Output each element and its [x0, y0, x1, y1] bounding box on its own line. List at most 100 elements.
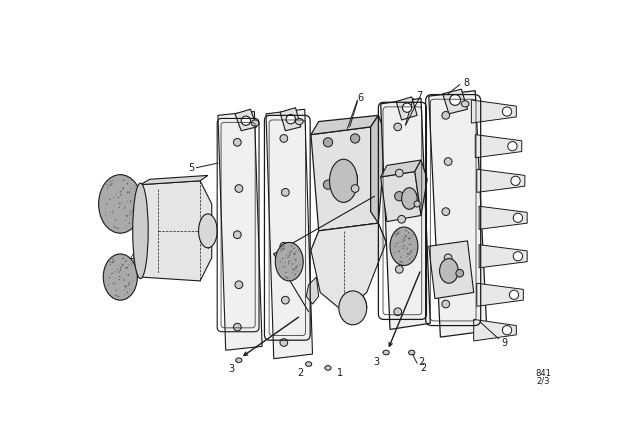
- Polygon shape: [477, 283, 524, 306]
- Ellipse shape: [119, 279, 120, 280]
- Ellipse shape: [292, 264, 293, 265]
- Ellipse shape: [198, 214, 217, 248]
- Ellipse shape: [408, 244, 409, 245]
- Text: 2: 2: [298, 368, 304, 378]
- Ellipse shape: [403, 103, 412, 112]
- Polygon shape: [476, 134, 522, 158]
- Ellipse shape: [114, 283, 115, 284]
- Ellipse shape: [351, 134, 360, 143]
- Ellipse shape: [280, 249, 282, 250]
- Ellipse shape: [124, 285, 125, 287]
- Ellipse shape: [323, 180, 333, 189]
- Ellipse shape: [114, 282, 115, 283]
- Ellipse shape: [351, 185, 359, 192]
- Ellipse shape: [282, 249, 284, 250]
- Ellipse shape: [330, 159, 358, 202]
- Ellipse shape: [297, 271, 298, 272]
- Polygon shape: [371, 116, 386, 223]
- Ellipse shape: [410, 236, 411, 237]
- Ellipse shape: [291, 246, 292, 247]
- Ellipse shape: [128, 265, 129, 266]
- Ellipse shape: [112, 211, 113, 212]
- Ellipse shape: [406, 247, 408, 249]
- Ellipse shape: [513, 213, 522, 222]
- Ellipse shape: [287, 277, 289, 279]
- Ellipse shape: [508, 142, 517, 151]
- Ellipse shape: [403, 248, 404, 249]
- Text: 3: 3: [374, 357, 380, 367]
- Ellipse shape: [410, 251, 411, 252]
- Ellipse shape: [129, 191, 130, 193]
- Ellipse shape: [502, 107, 511, 116]
- Ellipse shape: [293, 253, 295, 255]
- Text: 7: 7: [417, 91, 422, 101]
- Ellipse shape: [125, 215, 127, 216]
- Ellipse shape: [126, 226, 127, 227]
- Ellipse shape: [280, 134, 288, 142]
- Ellipse shape: [292, 263, 293, 264]
- Ellipse shape: [123, 202, 124, 203]
- Ellipse shape: [297, 268, 298, 269]
- Polygon shape: [415, 160, 428, 215]
- Ellipse shape: [394, 246, 396, 247]
- Ellipse shape: [399, 230, 400, 231]
- Ellipse shape: [120, 267, 122, 268]
- Ellipse shape: [399, 261, 400, 262]
- Ellipse shape: [114, 258, 115, 259]
- Ellipse shape: [122, 265, 124, 266]
- Ellipse shape: [397, 231, 398, 232]
- Polygon shape: [381, 99, 430, 329]
- Ellipse shape: [129, 284, 131, 285]
- Ellipse shape: [461, 101, 469, 107]
- Ellipse shape: [114, 227, 116, 228]
- Ellipse shape: [396, 234, 397, 235]
- Ellipse shape: [125, 275, 127, 276]
- Ellipse shape: [130, 201, 131, 202]
- Ellipse shape: [118, 207, 120, 208]
- Ellipse shape: [132, 219, 133, 220]
- Ellipse shape: [295, 268, 296, 269]
- Ellipse shape: [127, 292, 128, 293]
- Polygon shape: [479, 206, 527, 229]
- Text: 8: 8: [463, 78, 469, 88]
- Ellipse shape: [405, 236, 406, 237]
- Ellipse shape: [241, 116, 250, 125]
- Ellipse shape: [280, 261, 281, 263]
- Ellipse shape: [106, 204, 107, 205]
- Ellipse shape: [112, 262, 113, 263]
- Ellipse shape: [118, 197, 119, 198]
- Ellipse shape: [117, 269, 118, 270]
- Ellipse shape: [124, 279, 125, 280]
- Ellipse shape: [280, 242, 288, 250]
- Ellipse shape: [110, 212, 111, 213]
- Ellipse shape: [409, 258, 410, 260]
- Ellipse shape: [122, 258, 124, 259]
- Ellipse shape: [404, 237, 405, 239]
- Ellipse shape: [132, 210, 133, 211]
- Ellipse shape: [127, 285, 128, 286]
- Ellipse shape: [115, 295, 116, 296]
- Ellipse shape: [129, 223, 130, 224]
- Polygon shape: [235, 109, 257, 131]
- Ellipse shape: [397, 233, 398, 235]
- Ellipse shape: [126, 215, 128, 217]
- Ellipse shape: [234, 138, 241, 146]
- Ellipse shape: [120, 269, 122, 271]
- Ellipse shape: [109, 261, 111, 263]
- Ellipse shape: [286, 254, 287, 256]
- Ellipse shape: [115, 220, 116, 221]
- Ellipse shape: [123, 180, 124, 181]
- Ellipse shape: [402, 241, 403, 243]
- Ellipse shape: [408, 350, 415, 355]
- Ellipse shape: [283, 247, 284, 248]
- Ellipse shape: [348, 172, 358, 181]
- Ellipse shape: [113, 260, 115, 262]
- Ellipse shape: [112, 258, 113, 259]
- Ellipse shape: [127, 183, 129, 185]
- Ellipse shape: [292, 268, 294, 270]
- Ellipse shape: [292, 272, 293, 273]
- Ellipse shape: [339, 291, 367, 325]
- Ellipse shape: [405, 235, 406, 237]
- Polygon shape: [477, 169, 525, 192]
- Ellipse shape: [111, 183, 113, 185]
